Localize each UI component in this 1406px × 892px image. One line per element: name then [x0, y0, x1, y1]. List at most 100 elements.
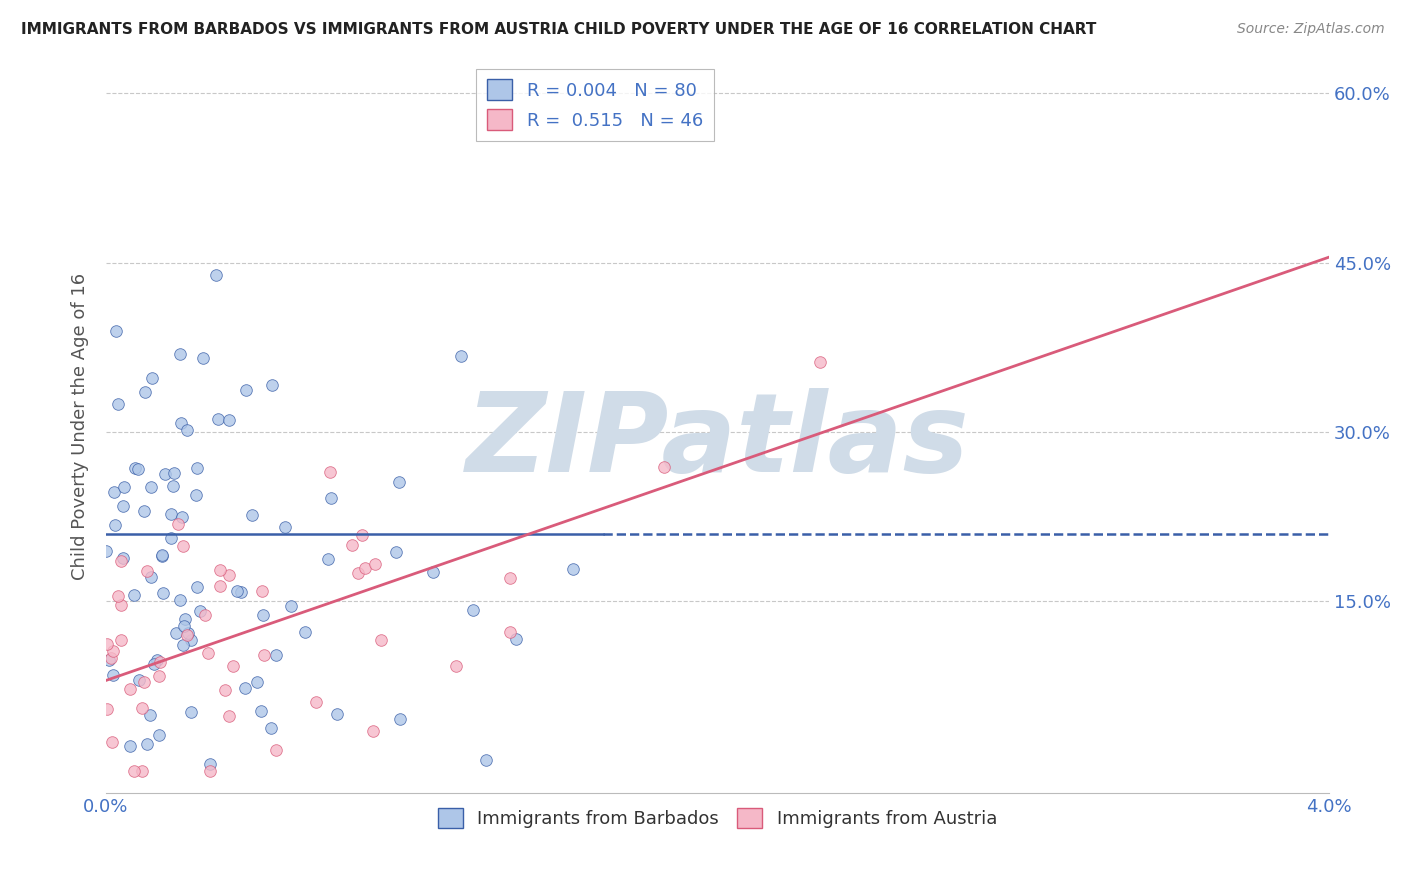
Point — [172, 539, 194, 553]
Point — [104, 324, 127, 338]
Point — [131, 701, 153, 715]
Point — [180, 705, 202, 719]
Point — [218, 709, 240, 723]
Point — [107, 397, 129, 411]
Point — [252, 607, 274, 622]
Text: Source: ZipAtlas.com: Source: ZipAtlas.com — [1237, 22, 1385, 37]
Point — [138, 708, 160, 723]
Point — [134, 503, 156, 517]
Point — [100, 651, 122, 665]
Point — [226, 583, 249, 598]
Point — [180, 633, 202, 648]
Point — [122, 588, 145, 602]
Point — [204, 268, 226, 283]
Point — [162, 479, 184, 493]
Point — [186, 461, 208, 475]
Point — [177, 626, 200, 640]
Point — [475, 753, 498, 767]
Point — [152, 548, 174, 562]
Point — [148, 668, 170, 682]
Point — [103, 644, 125, 658]
Point — [153, 467, 176, 482]
Point — [136, 738, 159, 752]
Point — [233, 681, 256, 695]
Point — [152, 586, 174, 600]
Point — [342, 539, 364, 553]
Point — [652, 460, 675, 475]
Point — [176, 628, 198, 642]
Point — [101, 668, 124, 682]
Point — [96, 701, 118, 715]
Point — [353, 561, 375, 575]
Point — [370, 632, 392, 647]
Legend: Immigrants from Barbados, Immigrants from Austria: Immigrants from Barbados, Immigrants fro… — [430, 800, 1004, 836]
Point — [207, 412, 229, 426]
Point — [134, 385, 156, 400]
Point — [110, 598, 132, 612]
Point — [169, 592, 191, 607]
Point — [142, 657, 165, 672]
Point — [150, 549, 173, 563]
Point — [190, 604, 212, 618]
Point — [173, 619, 195, 633]
Point — [274, 520, 297, 534]
Point — [499, 571, 522, 585]
Point — [110, 553, 132, 567]
Point — [160, 507, 183, 521]
Point — [253, 648, 276, 662]
Point — [98, 653, 121, 667]
Point — [319, 465, 342, 479]
Point — [170, 510, 193, 524]
Point — [107, 589, 129, 603]
Point — [222, 659, 245, 673]
Point — [384, 544, 406, 558]
Point — [191, 351, 214, 365]
Point — [208, 579, 231, 593]
Point — [141, 370, 163, 384]
Point — [148, 727, 170, 741]
Text: ZIPatlas: ZIPatlas — [465, 388, 969, 495]
Point — [388, 712, 411, 726]
Point — [112, 550, 135, 565]
Point — [499, 625, 522, 640]
Point — [176, 423, 198, 437]
Point — [444, 659, 467, 673]
Point — [197, 646, 219, 660]
Point — [266, 743, 288, 757]
Point — [146, 653, 169, 667]
Point — [294, 625, 316, 640]
Point — [139, 570, 162, 584]
Point — [118, 681, 141, 696]
Point — [561, 562, 583, 576]
Point — [194, 607, 217, 622]
Point — [321, 491, 343, 505]
Point — [120, 739, 142, 753]
Point — [388, 475, 411, 490]
Point — [94, 544, 117, 558]
Point — [218, 568, 240, 582]
Point — [174, 612, 197, 626]
Point — [166, 626, 188, 640]
Point — [104, 517, 127, 532]
Point — [260, 721, 283, 735]
Point — [260, 378, 283, 392]
Point — [112, 499, 135, 513]
Point — [110, 632, 132, 647]
Point — [450, 349, 472, 363]
Point — [208, 563, 231, 577]
Point — [122, 764, 145, 778]
Point — [160, 531, 183, 545]
Point — [198, 764, 221, 778]
Point — [128, 673, 150, 687]
Point — [352, 527, 374, 541]
Point — [235, 383, 257, 397]
Point — [167, 516, 190, 531]
Point — [305, 695, 328, 709]
Point — [250, 705, 273, 719]
Point — [96, 637, 118, 651]
Point — [347, 566, 370, 580]
Point — [169, 347, 191, 361]
Y-axis label: Child Poverty Under the Age of 16: Child Poverty Under the Age of 16 — [72, 273, 89, 580]
Text: IMMIGRANTS FROM BARBADOS VS IMMIGRANTS FROM AUSTRIA CHILD POVERTY UNDER THE AGE : IMMIGRANTS FROM BARBADOS VS IMMIGRANTS F… — [21, 22, 1097, 37]
Point — [135, 564, 157, 578]
